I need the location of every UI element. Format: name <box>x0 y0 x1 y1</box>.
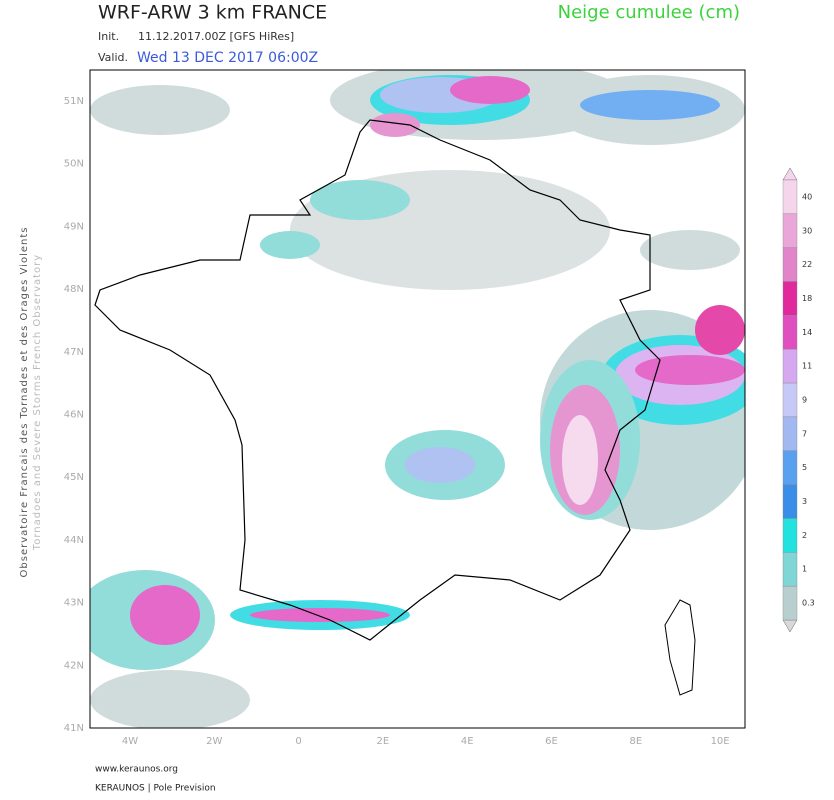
legend-label: 18 <box>802 294 812 303</box>
lon-label: 0 <box>295 736 301 747</box>
title: WRF-ARW 3 km FRANCE <box>98 2 327 24</box>
legend-swatch <box>782 349 798 384</box>
legend-swatch <box>782 315 798 350</box>
legend-label: 30 <box>802 226 812 235</box>
lon-label: 4W <box>122 736 138 747</box>
lat-label: 45N <box>64 472 84 483</box>
lon-label: 8E <box>629 736 642 747</box>
init-label: Init. <box>98 30 119 43</box>
legend-swatch <box>782 585 798 621</box>
legend-label: 9 <box>802 396 807 405</box>
footer-credit: KERAUNOS | Pole Prevision <box>95 784 216 794</box>
legend-swatch <box>782 450 798 485</box>
legend-swatch <box>782 518 798 553</box>
side-text: Tornadoes and Severe Storms French Obser… <box>32 254 43 551</box>
lat-label: 49N <box>64 221 84 232</box>
lon-label: 2E <box>377 736 390 747</box>
legend-swatch <box>782 552 798 587</box>
lat-label: 42N <box>64 660 84 671</box>
legend-label: 14 <box>802 328 812 337</box>
lat-label: 48N <box>64 284 84 295</box>
lon-label: 10E <box>711 736 730 747</box>
lat-label: 46N <box>64 410 84 421</box>
valid-label: Valid. <box>98 51 128 64</box>
legend-cap <box>782 619 798 633</box>
lon-label: 6E <box>545 736 558 747</box>
lat-label: 44N <box>64 535 84 546</box>
valid-value: Wed 13 DEC 2017 06:00Z <box>137 50 318 66</box>
lat-label: 43N <box>64 598 84 609</box>
legend-label: 5 <box>802 463 807 472</box>
legend-label: 7 <box>802 429 807 438</box>
legend-swatch <box>782 484 798 519</box>
corsica-outline <box>664 599 696 696</box>
lat-label: 51N <box>64 96 84 107</box>
legend-swatch <box>782 213 798 248</box>
lon-label: 4E <box>461 736 474 747</box>
legend-swatch <box>782 281 798 316</box>
legend-label: 0.3 <box>802 599 815 608</box>
lat-label: 50N <box>64 159 84 170</box>
product-title: Neige cumulee (cm) <box>558 2 740 23</box>
legend-label: 2 <box>802 531 807 540</box>
france-outline <box>94 119 661 641</box>
side-text: Observatoire Francais des Tornades et de… <box>19 227 30 578</box>
lat-label: 47N <box>64 347 84 358</box>
legend-label: 11 <box>802 362 812 371</box>
map-frame <box>89 69 746 729</box>
legend-label: 22 <box>802 260 812 269</box>
legend-swatch <box>782 382 798 418</box>
legend-label: 40 <box>802 192 812 201</box>
legend-label: 1 <box>802 565 807 574</box>
legend-swatch <box>782 247 798 282</box>
lat-label: 41N <box>64 723 84 734</box>
legend-swatch <box>782 179 798 215</box>
legend-swatch <box>782 416 798 451</box>
footer-url: www.keraunos.org <box>95 765 178 775</box>
init-value: 11.12.2017.00Z [GFS HiRes] <box>138 30 294 43</box>
lon-label: 2W <box>206 736 222 747</box>
legend-cap <box>782 167 798 181</box>
legend-label: 3 <box>802 497 807 506</box>
snow-field <box>90 70 745 728</box>
